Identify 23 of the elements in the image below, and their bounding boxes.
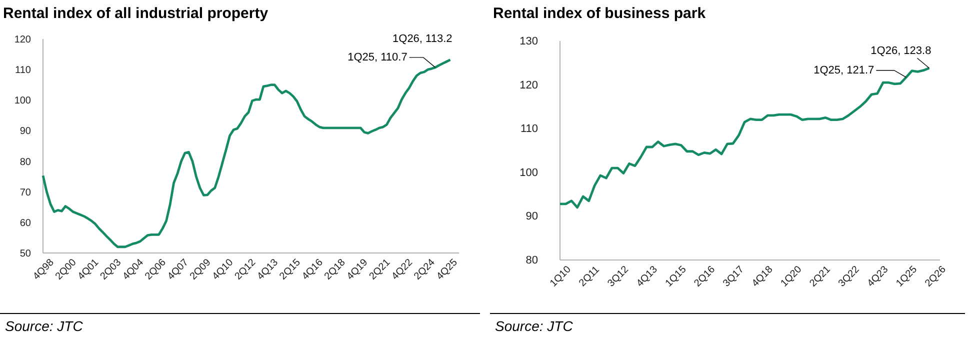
chart-title: Rental index of all industrial property	[3, 5, 269, 22]
annotation: 1Q26, 113.2	[392, 32, 452, 45]
annotation: 1Q25, 110.7	[348, 51, 408, 64]
y-tick-label: 120	[520, 79, 538, 92]
chart-title: Rental index of business park	[493, 5, 706, 22]
y-tick-label: 90	[526, 210, 538, 223]
annotation: 1Q26, 123.8	[870, 45, 932, 58]
y-tick-label: 90	[20, 126, 32, 138]
line-series	[558, 66, 930, 209]
source-note: Source: JTC	[5, 318, 84, 334]
y-tick-label: 80	[526, 254, 538, 266]
y-tick-label: 60	[20, 218, 32, 229]
y-tick-label: 100	[14, 96, 32, 107]
y-tick-label: 100	[520, 166, 538, 179]
y-tick-label: 120	[14, 34, 32, 46]
y-tick-label: 110	[520, 123, 538, 136]
annotation: 1Q25, 121.7	[814, 64, 874, 76]
source-note: Source: JTC	[495, 318, 574, 334]
y-tick-label: 110	[15, 65, 32, 76]
y-tick-label: 130	[520, 36, 538, 48]
y-tick-label: 70	[20, 187, 32, 198]
y-tick-label: 50	[20, 248, 32, 260]
y-tick-label: 80	[20, 156, 32, 168]
